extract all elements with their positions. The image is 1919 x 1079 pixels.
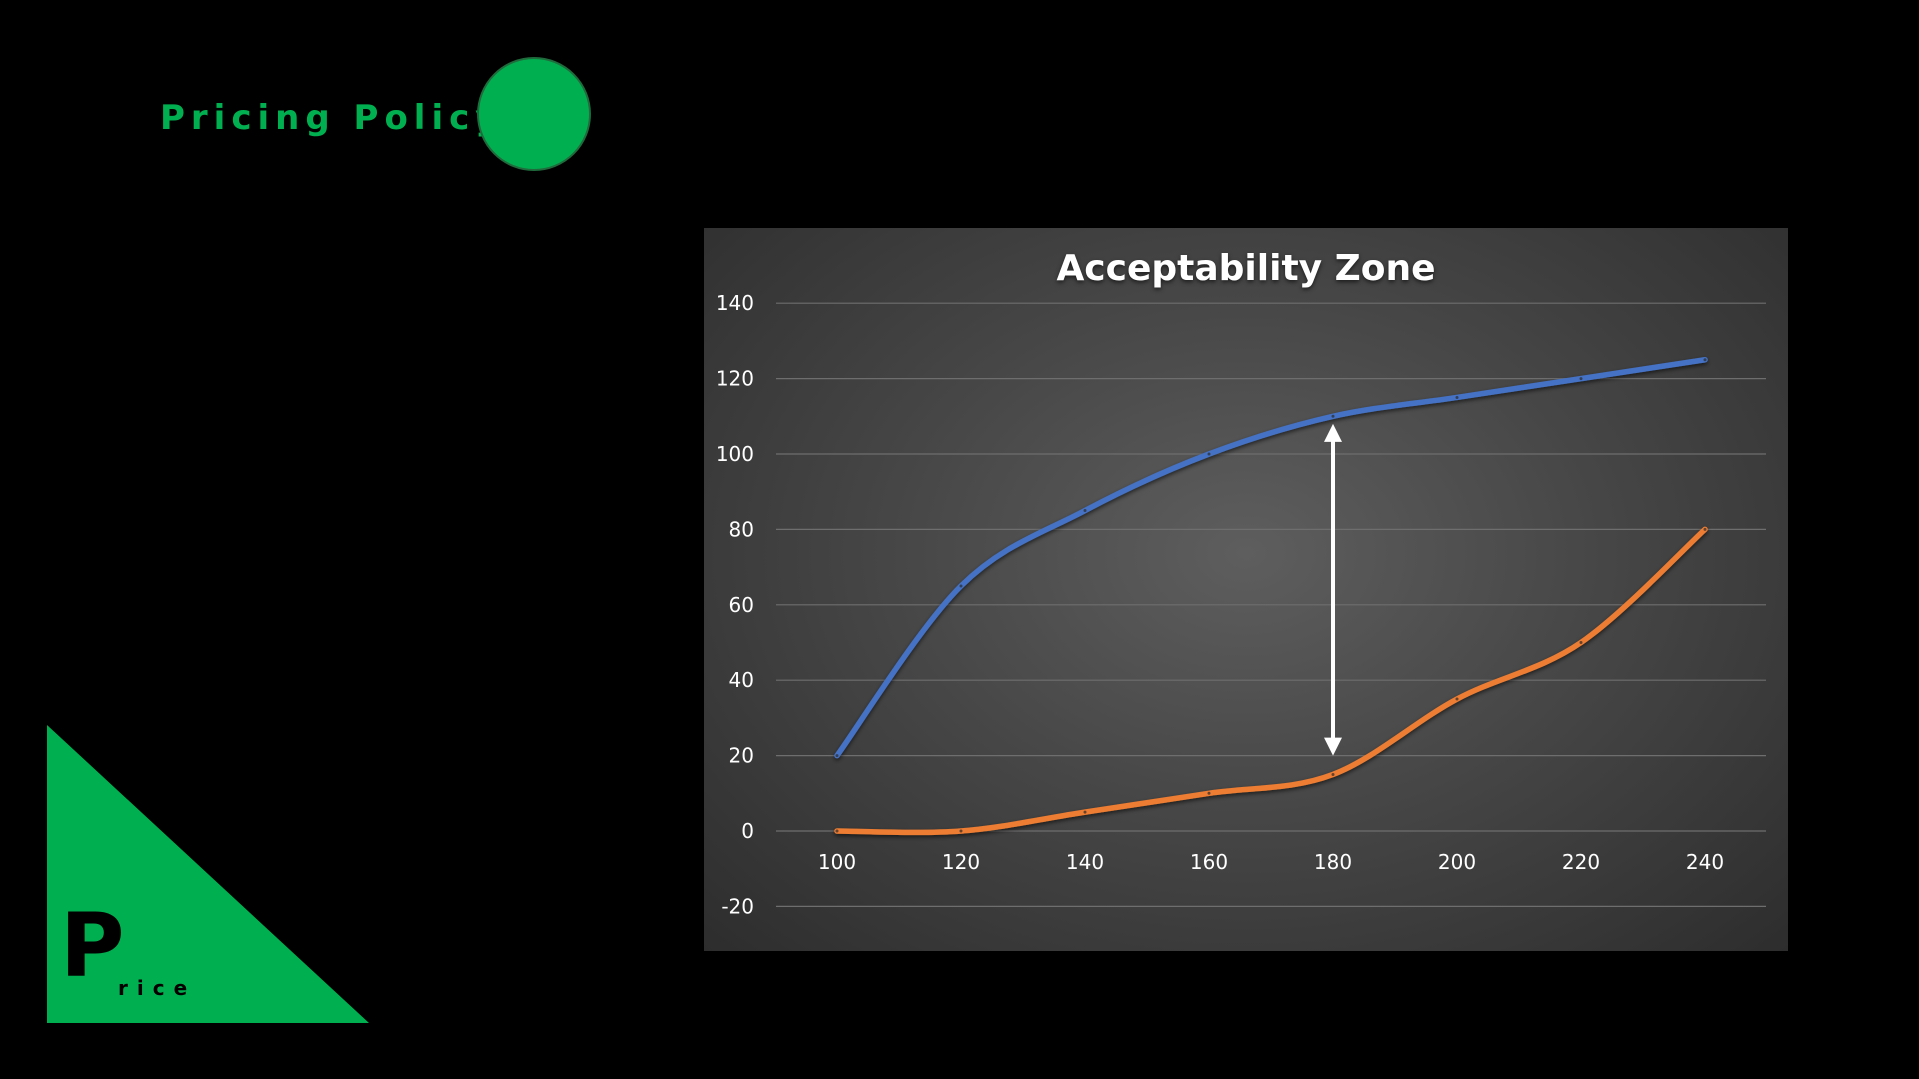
- x-tick-label: 140: [1066, 850, 1104, 874]
- data-point: [1207, 791, 1211, 795]
- data-point: [835, 754, 839, 758]
- gridlines: [776, 302, 1766, 908]
- data-point: [1703, 527, 1707, 531]
- slide-title: Pricing Policy: [160, 98, 504, 138]
- logo-word: rice: [118, 976, 197, 1000]
- data-point: [1703, 358, 1707, 362]
- y-tick-label: 0: [741, 819, 754, 843]
- x-tick-label: 220: [1562, 850, 1600, 874]
- data-point: [1331, 414, 1335, 418]
- data-point: [1579, 641, 1583, 644]
- arrow-head-up: [1324, 423, 1342, 442]
- x-tick-label: 160: [1190, 850, 1228, 874]
- x-tick-label: 180: [1314, 850, 1352, 874]
- y-tick-label: 140: [716, 291, 754, 315]
- logo-letter: P: [60, 894, 125, 997]
- data-point: [1579, 377, 1583, 381]
- series-line-2: [834, 526, 1708, 836]
- chart-title: Acceptability Zone: [1056, 248, 1436, 289]
- data-point: [1455, 395, 1459, 399]
- data-point: [959, 584, 963, 588]
- y-tick-label: 20: [729, 744, 754, 768]
- x-tick-label: 100: [818, 850, 856, 874]
- series-line-1: [834, 357, 1708, 759]
- triangle-shape: [47, 725, 369, 1023]
- y-tick-label: 60: [729, 593, 754, 617]
- title-circle-decoration: [477, 57, 591, 171]
- chart-panel: Acceptability Zone -20 0 20 40 60 80 100 120 140…: [704, 228, 1788, 951]
- y-tick-label: 80: [729, 517, 754, 541]
- x-tick-label: 200: [1438, 850, 1476, 874]
- y-tick-label: 100: [716, 442, 754, 466]
- x-tick-label: 240: [1686, 850, 1724, 874]
- x-tick-label: 120: [942, 850, 980, 874]
- x-axis-ticks: 100 120 140 160 180 200 220 240: [818, 850, 1724, 874]
- corner-triangle-decoration: [47, 725, 369, 1023]
- chart-plot: -20 0 20 40 60 80 100 120 140 100 120 140 160 180 200…: [716, 291, 1766, 918]
- data-point: [959, 829, 963, 833]
- data-point: [1083, 810, 1087, 814]
- data-point: [835, 829, 839, 833]
- y-tick-label: 120: [716, 367, 754, 391]
- series-lines: [834, 357, 1708, 836]
- y-axis-ticks: -20 0 20 40 60 80 100 120 140: [716, 291, 754, 918]
- data-point: [1083, 509, 1087, 513]
- zone-arrow: [1324, 423, 1342, 756]
- data-point: [1455, 697, 1459, 701]
- y-tick-label: 40: [729, 668, 754, 692]
- data-point: [1207, 452, 1211, 456]
- y-tick-label: -20: [721, 894, 754, 918]
- data-point: [1331, 772, 1335, 776]
- arrow-head-down: [1324, 737, 1342, 756]
